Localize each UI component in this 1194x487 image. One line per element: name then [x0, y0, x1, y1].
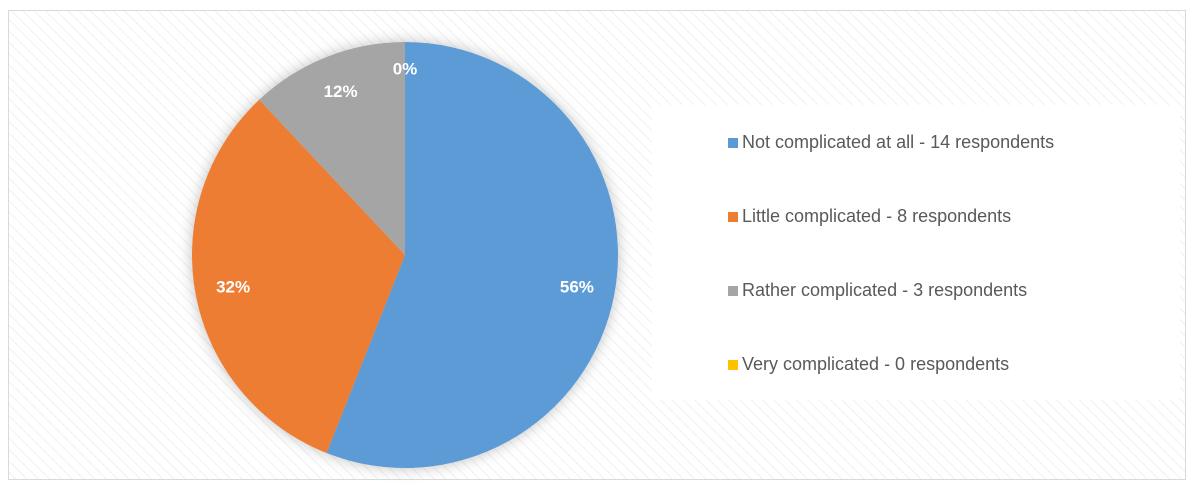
- pie-slice: [259, 42, 405, 255]
- pie: [192, 42, 618, 468]
- legend-swatch: [728, 360, 738, 370]
- legend-box: [652, 105, 1180, 400]
- data-label: 56%: [560, 277, 594, 296]
- legend-swatch: [728, 286, 738, 296]
- legend-label: Little complicated - 8 respondents: [742, 206, 1011, 226]
- pie-slice: [192, 99, 405, 454]
- legend-swatch: [728, 212, 738, 222]
- data-label: 12%: [324, 82, 358, 101]
- data-label: 0%: [393, 59, 418, 78]
- legend-label: Very complicated - 0 respondents: [742, 354, 1009, 374]
- data-label: 32%: [216, 277, 250, 296]
- legend-label: Not complicated at all - 14 respondents: [742, 132, 1054, 152]
- labels: 56% 32% 12% 0%: [216, 59, 594, 296]
- legend-swatch: [728, 138, 738, 148]
- pie-slice: [326, 42, 618, 468]
- legend-label: Rather complicated - 3 respondents: [742, 280, 1027, 300]
- legend: Not complicated at all - 14 respondents L…: [728, 132, 1054, 374]
